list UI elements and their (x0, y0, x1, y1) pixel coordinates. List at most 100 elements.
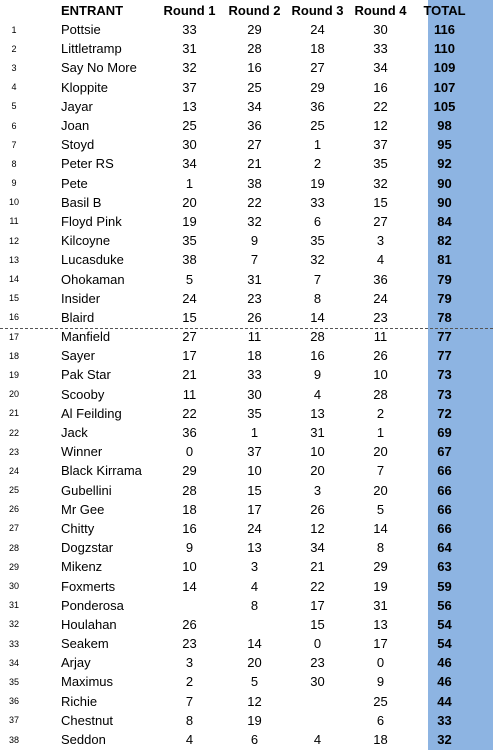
rank-cell: 30 (8, 581, 19, 592)
round-3-cell: 18 (310, 41, 325, 57)
table-row: 11 Floyd Pink 19 32 6 27 84 (0, 212, 493, 231)
header-round-3: Round 3 (291, 2, 344, 18)
table-row: 36 Richie 7 12 25 44 (0, 692, 493, 711)
round-4-cell: 22 (373, 98, 388, 114)
header-total: TOTAL (423, 2, 466, 18)
round-1-cell: 20 (182, 194, 197, 210)
header-round-4: Round 4 (354, 2, 407, 18)
total-cell: 44 (437, 693, 452, 709)
round-1-cell: 5 (185, 271, 194, 287)
rank-cell: 23 (8, 446, 19, 457)
total-cell: 54 (437, 636, 452, 652)
entrant-cell: Maximus (61, 674, 114, 690)
round-4-cell: 29 (373, 559, 388, 575)
total-cell: 90 (437, 175, 452, 191)
rank-cell: 10 (8, 197, 19, 208)
total-cell: 46 (437, 655, 452, 671)
table-row: 28 Dogzstar 9 13 34 8 64 (0, 538, 493, 557)
table-row: 22 Jack 36 1 31 1 69 (0, 423, 493, 442)
entrant-cell: Pete (61, 175, 88, 191)
rank-cell: 11 (9, 216, 19, 227)
round-4-cell: 17 (373, 636, 388, 652)
round-1-cell: 33 (182, 22, 197, 38)
round-3-cell: 20 (310, 463, 325, 479)
entrant-cell: Gubellini (61, 482, 112, 498)
rank-cell: 2 (11, 43, 17, 54)
round-3-cell: 21 (310, 559, 325, 575)
round-4-cell: 12 (373, 118, 388, 134)
total-cell: 116 (434, 22, 455, 38)
round-2-cell: 18 (247, 348, 262, 364)
round-1-cell: 1 (185, 175, 194, 191)
table-row: 27 Chitty 16 24 12 14 66 (0, 519, 493, 538)
total-cell: 78 (437, 309, 452, 325)
round-1-cell: 11 (182, 386, 197, 402)
total-cell: 92 (437, 156, 452, 172)
total-cell: 67 (437, 444, 452, 460)
round-2-cell: 11 (247, 329, 262, 345)
table-row: 9 Pete 1 38 19 32 90 (0, 174, 493, 193)
round-3-cell: 34 (310, 540, 325, 556)
rank-cell: 36 (8, 696, 19, 707)
header-entrant: ENTRANT (61, 2, 124, 18)
round-2-cell: 9 (250, 233, 259, 249)
round-4-cell: 11 (373, 329, 388, 345)
total-cell: 81 (437, 252, 452, 268)
entrant-cell: Kloppite (61, 79, 108, 95)
round-2-cell: 20 (247, 655, 262, 671)
round-4-cell: 10 (373, 367, 388, 383)
total-cell: 63 (437, 559, 452, 575)
rank-cell: 25 (8, 485, 19, 496)
round-2-cell: 29 (247, 22, 262, 38)
round-4-cell: 19 (373, 578, 388, 594)
total-cell: 95 (437, 137, 452, 153)
table-row: 34 Arjay 3 20 23 0 46 (0, 653, 493, 672)
round-2-cell: 21 (247, 156, 262, 172)
total-cell: 32 (437, 732, 452, 748)
entrant-cell: Black Kirrama (61, 463, 142, 479)
total-cell: 79 (437, 290, 452, 306)
rank-cell: 38 (8, 734, 19, 745)
entrant-cell: Manfield (61, 329, 111, 345)
rank-cell: 31 (8, 600, 19, 611)
total-column-background (428, 0, 493, 750)
rank-cell: 17 (8, 331, 19, 342)
round-1-cell: 24 (182, 290, 197, 306)
round-3-cell: 19 (310, 175, 325, 191)
round-2-cell: 3 (250, 559, 259, 575)
round-4-cell: 24 (373, 290, 388, 306)
entrant-cell: Ohokaman (61, 271, 125, 287)
round-1-cell: 14 (182, 578, 197, 594)
rank-cell: 19 (8, 369, 19, 380)
total-cell: 79 (437, 271, 452, 287)
round-2-cell: 22 (247, 194, 262, 210)
total-cell: 73 (437, 386, 452, 402)
total-cell: 109 (433, 60, 456, 76)
rank-cell: 9 (11, 178, 17, 189)
round-1-cell: 8 (185, 712, 194, 728)
round-4-cell: 15 (373, 194, 388, 210)
round-3-cell: 36 (310, 98, 325, 114)
entrant-cell: Peter RS (61, 156, 114, 172)
total-cell: 59 (437, 578, 452, 594)
total-cell: 105 (433, 98, 456, 114)
rank-cell: 34 (8, 657, 19, 668)
round-2-cell: 27 (247, 137, 262, 153)
entrant-cell: Foxmerts (61, 578, 116, 594)
rank-cell: 20 (8, 389, 19, 400)
rank-cell: 12 (8, 235, 19, 246)
entrant-cell: Winner (61, 444, 103, 460)
round-1-cell: 38 (182, 252, 197, 268)
total-cell: 66 (437, 501, 452, 517)
round-3-cell: 24 (310, 22, 325, 38)
round-3-cell: 7 (313, 271, 322, 287)
round-1-cell: 23 (182, 636, 197, 652)
round-2-cell: 12 (247, 693, 262, 709)
round-4-cell: 34 (373, 60, 388, 76)
table-row: 18 Sayer 17 18 16 26 77 (0, 346, 493, 365)
entrant-cell: Pottsie (61, 22, 101, 38)
total-cell: 82 (437, 233, 452, 249)
round-1-cell: 15 (182, 309, 197, 325)
total-cell: 110 (434, 41, 455, 57)
